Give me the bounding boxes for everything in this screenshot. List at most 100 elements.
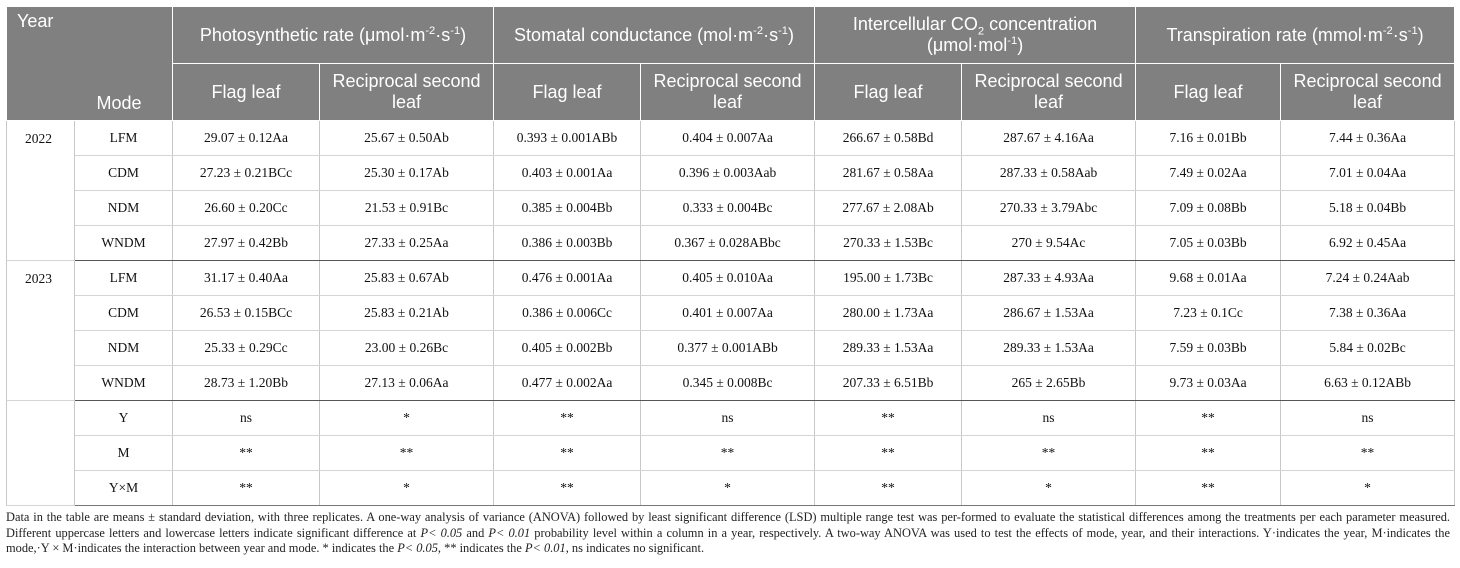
value-cell: 21.53 ± 0.91Bc (318, 190, 495, 226)
value-cell: 7.23 ± 0.1Cc (1135, 295, 1282, 331)
mode-cell: NDM (74, 330, 173, 366)
value-cell: 265 ± 2.65Bb (961, 365, 1137, 401)
mode-cell: NDM (74, 190, 173, 226)
mode-cell: CDM (74, 155, 173, 191)
value-cell: 5.84 ± 0.02Bc (1280, 330, 1456, 366)
subheader-flag-leaf: Flag leaf (814, 63, 963, 121)
subheader-flag-leaf: Flag leaf (172, 63, 320, 121)
value-cell: 289.33 ± 1.53Aa (961, 330, 1137, 366)
table-row: 2022 LFM 29.07 ± 0.12Aa 25.67 ± 0.50Ab 0.393… (6, 120, 1456, 261)
value-cell: 6.63 ± 0.12ABb (1280, 365, 1456, 401)
table-row: Y×M ** * ** * ** * ** * (7, 470, 1456, 506)
value-cell: 281.67 ± 0.58Aa (814, 155, 963, 191)
value-cell: ** (1135, 400, 1282, 436)
value-cell: 0.404 ± 0.007Aa (640, 120, 816, 156)
value-cell: ** (640, 435, 816, 471)
data-table-container: Year Mode Photosynthetic rate (μmol·m-2·… (6, 6, 1456, 557)
value-cell: 27.97 ± 0.42Bb (172, 225, 320, 261)
mode-cell: Y (74, 400, 173, 436)
value-cell: 29.07 ± 0.12Aa (172, 120, 320, 156)
subheader-reciprocal-second-leaf: Reciprocal second leaf (640, 63, 816, 121)
value-cell: ns (640, 400, 816, 436)
mode-cell: WNDM (74, 365, 173, 401)
subheader-reciprocal-second-leaf: Reciprocal second leaf (961, 63, 1137, 121)
value-cell: 25.67 ± 0.50Ab (318, 120, 495, 156)
value-cell: 9.73 ± 0.03Aa (1135, 365, 1282, 401)
table-row: CDM 27.23 ± 0.21BCc 25.30 ± 0.17Ab 0.403 ± … (7, 155, 1456, 191)
value-cell: 270 ± 9.54Ac (961, 225, 1137, 261)
value-cell: 28.73 ± 1.20Bb (172, 365, 320, 401)
value-cell: ns (1280, 400, 1456, 436)
year-cell: 2023 (6, 260, 75, 401)
value-cell: 27.23 ± 0.21BCc (172, 155, 320, 191)
value-cell: 207.33 ± 6.51Bb (814, 365, 963, 401)
year-header: Year (6, 6, 75, 121)
value-cell: ** (814, 435, 963, 471)
value-cell: 7.05 ± 0.03Bb (1135, 225, 1282, 261)
photosynthetic-rate-header: Photosynthetic rate (μmol·m-2·s-1) (171, 6, 495, 64)
value-cell: 277.67 ± 2.08Ab (814, 190, 963, 226)
value-cell: 31.17 ± 0.40Aa (172, 260, 320, 296)
value-cell: 287.33 ± 0.58Aab (961, 155, 1137, 191)
transpiration-rate-header: Transpiration rate (mmol·m-2·s-1) (1135, 6, 1456, 64)
value-cell: 0.393 ± 0.001ABb (493, 120, 642, 156)
mode-cell: CDM (74, 295, 173, 331)
value-cell: 25.83 ± 0.67Ab (318, 260, 495, 296)
value-cell: 0.377 ± 0.001ABb (640, 330, 816, 366)
value-cell: 287.67 ± 4.16Aa (961, 120, 1137, 156)
value-cell: 26.53 ± 0.15BCc (172, 295, 320, 331)
table-row: NDM 25.33 ± 0.29Cc 23.00 ± 0.26Bc 0.405 ± 0… (7, 330, 1456, 366)
value-cell: * (961, 470, 1137, 506)
value-cell: 7.44 ± 0.36Aa (1280, 120, 1456, 156)
value-cell: 5.18 ± 0.04Bb (1280, 190, 1456, 226)
value-cell: 0.386 ± 0.003Bb (493, 225, 642, 261)
value-cell: ** (493, 435, 642, 471)
value-cell: ** (172, 470, 320, 506)
value-cell: 0.367 ± 0.028ABbc (640, 225, 816, 261)
mode-cell: LFM (74, 260, 173, 296)
value-cell: ** (1135, 435, 1282, 471)
value-cell: 25.33 ± 0.29Cc (172, 330, 320, 366)
value-cell: 0.403 ± 0.001Aa (493, 155, 642, 191)
value-cell: 6.92 ± 0.45Aa (1280, 225, 1456, 261)
subheader-reciprocal-second-leaf: Reciprocal second leaf (1280, 63, 1456, 121)
value-cell: * (318, 400, 495, 436)
value-cell: * (1280, 470, 1456, 506)
value-cell: ** (814, 470, 963, 506)
value-cell: 25.30 ± 0.17Ab (318, 155, 495, 191)
value-cell: 0.386 ± 0.006Cc (493, 295, 642, 331)
mode-header: Mode (74, 6, 173, 121)
value-cell: 27.33 ± 0.25Aa (318, 225, 495, 261)
value-cell: 0.476 ± 0.001Aa (493, 260, 642, 296)
value-cell: 0.401 ± 0.007Aa (640, 295, 816, 331)
value-cell: 27.13 ± 0.06Aa (318, 365, 495, 401)
value-cell: 289.33 ± 1.53Aa (814, 330, 963, 366)
value-cell: 9.68 ± 0.01Aa (1135, 260, 1282, 296)
value-cell: ** (493, 470, 642, 506)
subheader-flag-leaf: Flag leaf (1135, 63, 1282, 121)
value-cell: ** (961, 435, 1137, 471)
value-cell: 195.00 ± 1.73Bc (814, 260, 963, 296)
table-row: WNDM 28.73 ± 1.20Bb 27.13 ± 0.06Aa 0.477 ± … (7, 365, 1456, 401)
value-cell: 0.405 ± 0.010Aa (640, 260, 816, 296)
mode-cell: WNDM (74, 225, 173, 261)
value-cell: 0.333 ± 0.004Bc (640, 190, 816, 226)
value-cell: 23.00 ± 0.26Bc (318, 330, 495, 366)
value-cell: 7.01 ± 0.04Aa (1280, 155, 1456, 191)
value-cell: ** (1135, 470, 1282, 506)
value-cell: 7.09 ± 0.08Bb (1135, 190, 1282, 226)
table-row: NDM 26.60 ± 0.20Cc 21.53 ± 0.91Bc 0.385 ± 0… (7, 190, 1456, 226)
value-cell: 7.49 ± 0.02Aa (1135, 155, 1282, 191)
value-cell: 286.67 ± 1.53Aa (961, 295, 1137, 331)
table-footnote: Data in the table are means ± standard d… (6, 510, 1450, 555)
value-cell: 270.33 ± 1.53Bc (814, 225, 963, 261)
value-cell: 0.385 ± 0.004Bb (493, 190, 642, 226)
mode-cell: LFM (74, 120, 173, 156)
value-cell: ** (814, 400, 963, 436)
value-cell: 7.24 ± 0.24Aab (1280, 260, 1456, 296)
value-cell: ** (493, 400, 642, 436)
subheader-flag-leaf: Flag leaf (493, 63, 642, 121)
value-cell: ns (172, 400, 320, 436)
year-cell: 2022 (6, 120, 75, 261)
value-cell: 7.16 ± 0.01Bb (1135, 120, 1282, 156)
